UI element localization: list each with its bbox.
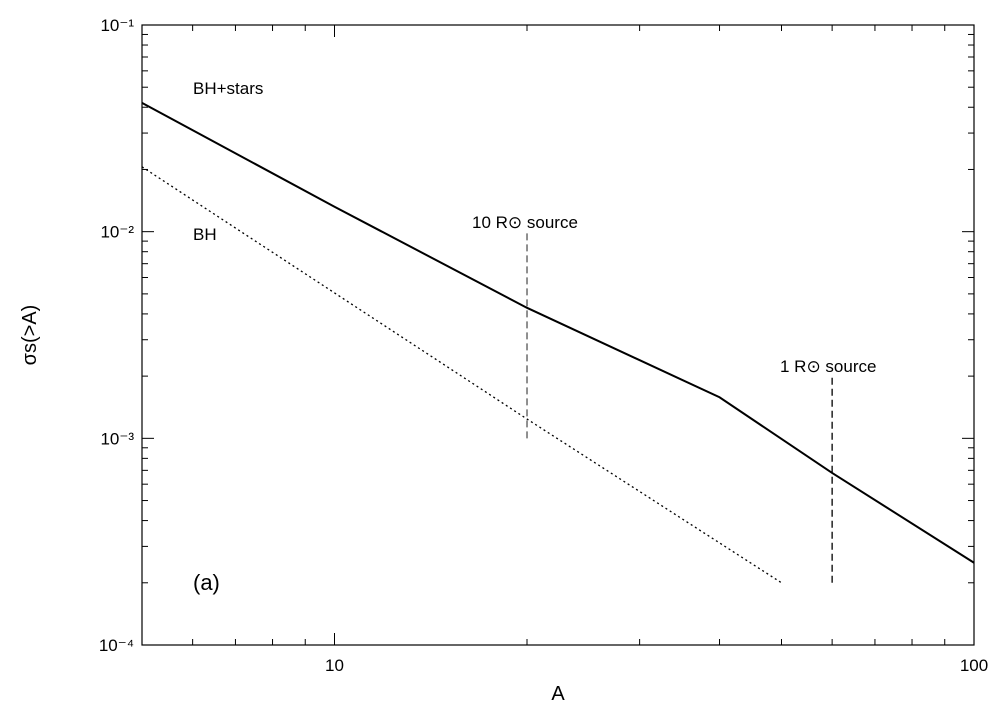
y-tick-label: 10⁻¹ — [100, 16, 134, 35]
y-axis-label: σs(>A) — [19, 305, 41, 366]
series-line — [141, 101, 975, 564]
annotation: BH+stars — [193, 79, 263, 98]
annotation: (a) — [193, 570, 220, 595]
y-tick-label: 10⁻³ — [100, 429, 134, 448]
annotation: BH — [193, 225, 217, 244]
y-tick-label: 10⁻⁴ — [99, 636, 134, 655]
series-line — [141, 166, 782, 584]
annotation: 10 R⊙ source — [472, 213, 578, 232]
annotation: 1 R⊙ source — [780, 357, 876, 376]
y-tick-label: 10⁻² — [100, 223, 134, 242]
x-axis-label: A — [551, 683, 565, 705]
plot-frame — [141, 24, 975, 646]
x-tick-label: 100 — [960, 656, 988, 675]
x-tick-label: 10 — [325, 656, 344, 675]
